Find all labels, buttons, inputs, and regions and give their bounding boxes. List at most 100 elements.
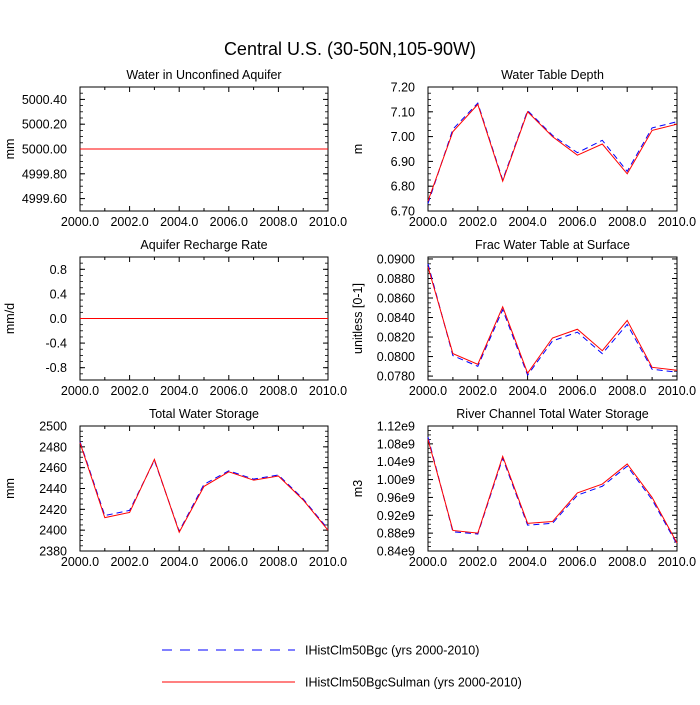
x-tick-label: 2008.0 xyxy=(259,215,297,229)
y-tick-label: 2500 xyxy=(39,420,67,434)
y-tick-label: 4999.60 xyxy=(22,192,67,206)
x-tick-label: 2008.0 xyxy=(608,555,646,569)
y-tick-label: 7.20 xyxy=(391,81,415,95)
figure-title: Central U.S. (30-50N,105-90W) xyxy=(224,39,476,59)
y-tick-label: 0.0900 xyxy=(377,252,415,266)
y-axis-label: mm xyxy=(3,139,17,160)
chart-panel: River Channel Total Water Storage m3 2000.… xyxy=(351,407,696,569)
x-tick-label: 2008.0 xyxy=(608,215,646,229)
y-tick-label: 0.96e9 xyxy=(377,491,415,505)
x-tick-label: 2006.0 xyxy=(210,215,248,229)
x-tick-label: 2002.0 xyxy=(459,215,497,229)
plot-frame xyxy=(427,256,678,381)
x-tick-label: 2002.0 xyxy=(110,555,148,569)
x-tick-label: 2004.0 xyxy=(508,555,546,569)
x-tick-label: 2002.0 xyxy=(110,215,148,229)
x-tick-label: 2004.0 xyxy=(508,384,546,398)
series-line-bgc-sulman xyxy=(79,442,329,534)
x-tick-label: 2006.0 xyxy=(558,215,596,229)
y-tick-label: 2380 xyxy=(39,545,67,559)
series-line-bgc xyxy=(427,102,678,204)
x-tick-label: 2010.0 xyxy=(658,555,696,569)
panel-title: Water in Unconfined Aquifer xyxy=(126,68,281,82)
chart-panel: Frac Water Table at Surface unitless [0-1… xyxy=(351,238,696,398)
y-tick-label: 5000.00 xyxy=(22,143,67,157)
y-tick-label: 0.8 xyxy=(50,263,67,277)
x-tick-label: 2008.0 xyxy=(608,384,646,398)
panel-title: Aquifer Recharge Rate xyxy=(140,238,267,252)
chart-panel: Aquifer Recharge Rate mm/d 2000.0 2002.0 200… xyxy=(3,238,347,398)
y-tick-label: 2400 xyxy=(39,524,67,538)
x-tick-label: 2000.0 xyxy=(61,384,99,398)
x-tick-label: 2000.0 xyxy=(409,215,447,229)
y-tick-label: 7.10 xyxy=(391,105,415,119)
y-tick-label: 1.00e9 xyxy=(377,473,415,487)
y-tick-label: 0.0800 xyxy=(377,350,415,364)
x-tick-label: 2002.0 xyxy=(459,555,497,569)
chart-panels: Water in Unconfined Aquifer mm 2000.0 2002.… xyxy=(3,68,696,569)
x-tick-label: 2004.0 xyxy=(160,384,198,398)
y-axis-label: mm/d xyxy=(3,303,17,334)
chart-panel: Total Water Storage mm 2000.0 2002.0 2004.0 2… xyxy=(3,407,347,569)
y-tick-label: 6.70 xyxy=(391,205,415,219)
series-line-bgc-sulman xyxy=(427,266,678,375)
x-tick-label: 2006.0 xyxy=(558,384,596,398)
series-line-bgc-sulman xyxy=(427,439,678,544)
panel-title: Total Water Storage xyxy=(149,407,259,421)
x-tick-label: 2004.0 xyxy=(160,555,198,569)
x-tick-label: 2010.0 xyxy=(309,555,347,569)
panel-title: Water Table Depth xyxy=(501,68,604,82)
y-axis-label: m xyxy=(351,144,365,154)
y-tick-label: 0.4 xyxy=(50,287,67,301)
x-tick-label: 2002.0 xyxy=(110,384,148,398)
series-line-bgc xyxy=(427,263,678,377)
chart-panel: Water Table Depth m 2000.0 2002.0 2004.0 2006… xyxy=(351,68,696,229)
y-tick-label: 0.0880 xyxy=(377,272,415,286)
y-tick-label: 2460 xyxy=(39,461,67,475)
y-axis-label: mm xyxy=(3,478,17,499)
x-tick-label: 2002.0 xyxy=(459,384,497,398)
x-tick-label: 2010.0 xyxy=(658,215,696,229)
y-tick-label: 0.88e9 xyxy=(377,527,415,541)
y-tick-label: 0.92e9 xyxy=(377,509,415,523)
y-tick-label: 6.80 xyxy=(391,180,415,194)
x-tick-label: 2010.0 xyxy=(309,384,347,398)
y-tick-label: 0.0840 xyxy=(377,311,415,325)
y-tick-label: 0.0820 xyxy=(377,331,415,345)
y-tick-label: 0.0 xyxy=(50,312,67,326)
legend-label: IHistClm50Bgc (yrs 2000-2010) xyxy=(305,644,479,658)
y-tick-label: 1.08e9 xyxy=(377,437,415,451)
x-tick-label: 2006.0 xyxy=(210,384,248,398)
x-tick-label: 2000.0 xyxy=(409,384,447,398)
chart-panel: Water in Unconfined Aquifer mm 2000.0 2002.… xyxy=(3,68,347,229)
series-line-bgc xyxy=(427,437,678,545)
x-tick-label: 2008.0 xyxy=(259,555,297,569)
series-line-bgc-sulman xyxy=(427,103,678,202)
y-tick-label: 1.04e9 xyxy=(377,455,415,469)
y-tick-label: 4999.80 xyxy=(22,167,67,181)
series-line-bgc xyxy=(79,441,329,533)
y-tick-label: 0.84e9 xyxy=(377,545,415,559)
y-tick-label: 0.0780 xyxy=(377,370,415,384)
y-tick-label: 1.12e9 xyxy=(377,420,415,434)
x-tick-label: 2010.0 xyxy=(658,384,696,398)
y-tick-label: 6.90 xyxy=(391,155,415,169)
y-tick-label: 7.00 xyxy=(391,130,415,144)
x-tick-label: 2010.0 xyxy=(309,215,347,229)
y-tick-label: 0.0860 xyxy=(377,292,415,306)
x-tick-label: 2004.0 xyxy=(508,215,546,229)
x-tick-label: 2000.0 xyxy=(61,215,99,229)
y-axis-label: m3 xyxy=(351,480,365,497)
legend-label: IHistClm50BgcSulman (yrs 2000-2010) xyxy=(305,676,522,690)
y-tick-label: 5000.40 xyxy=(22,93,67,107)
y-tick-label: -0.8 xyxy=(45,361,67,375)
x-tick-label: 2006.0 xyxy=(210,555,248,569)
panel-title: River Channel Total Water Storage xyxy=(456,407,649,421)
x-tick-label: 2000.0 xyxy=(61,555,99,569)
y-tick-label: -0.4 xyxy=(45,337,67,351)
y-tick-label: 2480 xyxy=(39,440,67,454)
x-tick-label: 2008.0 xyxy=(259,384,297,398)
y-tick-label: 5000.20 xyxy=(22,118,67,132)
x-tick-label: 2000.0 xyxy=(409,555,447,569)
